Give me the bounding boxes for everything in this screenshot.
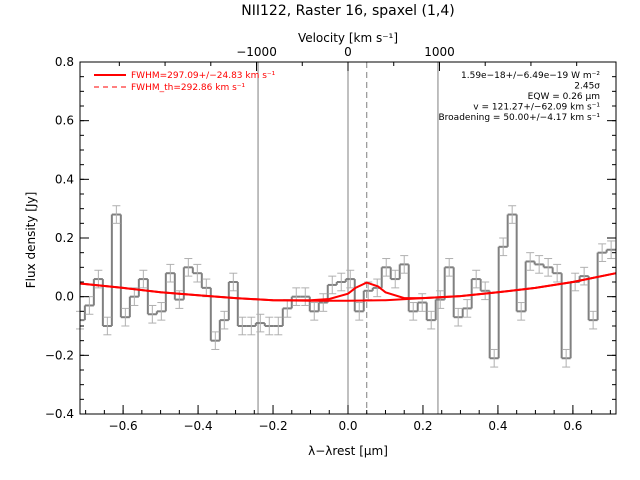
fit-line	[79, 272, 617, 302]
axes-ticks: −0.6 −0.4 −0.2 0.0 0.2 0.4 0.6 −0.4 −0.2 0.0 0.2 0.…	[45, 45, 616, 433]
x-axis-label: λ−λrest [μm]	[308, 444, 388, 458]
fit-annotation: 1.59e−18+/−6.49e−19 W m⁻²	[461, 71, 600, 81]
fit-annotation: EQW = 0.26 μm	[528, 92, 600, 102]
x-tick-label: 0.0	[338, 419, 357, 433]
top-tick-label: 1000	[424, 45, 455, 59]
x-tick-label: 0.2	[413, 419, 432, 433]
top-tick-label: −1000	[236, 45, 277, 59]
reference-lines	[257, 62, 439, 414]
y-tick-label: 0.8	[55, 55, 74, 69]
x-tick-label: −0.6	[109, 419, 138, 433]
legend-label: FWHM_th=292.86 km s⁻¹	[131, 83, 246, 93]
fit-annotation: v = 121.27+/−62.09 km s⁻¹	[473, 103, 600, 113]
x-tick-label: −0.2	[258, 419, 287, 433]
chart-title: NII122, Raster 16, spaxel (1,4)	[241, 3, 454, 19]
data-series	[76, 205, 617, 368]
top-axis-label: Velocity [km s⁻¹]	[298, 31, 398, 45]
x-tick-label: 0.4	[488, 419, 507, 433]
x-tick-label: 0.6	[563, 419, 582, 433]
legend: FWHM=297.09+/−24.83 km s⁻¹ FWHM_th=292.86…	[94, 71, 276, 93]
y-tick-label: 0.2	[55, 231, 74, 245]
y-tick-label: 0.0	[55, 290, 74, 304]
fit-annotation: Broadening = 50.00+/−4.17 km s⁻¹	[439, 113, 601, 123]
top-tick-label: 0	[344, 45, 352, 59]
fit-annotation: 2.45σ	[574, 82, 600, 92]
y-tick-label: 0.6	[55, 114, 74, 128]
x-tick-label: −0.4	[183, 419, 212, 433]
y-tick-label: −0.2	[45, 348, 74, 362]
y-tick-label: −0.4	[45, 407, 74, 421]
legend-label: FWHM=297.09+/−24.83 km s⁻¹	[131, 71, 276, 81]
y-tick-label: 0.4	[55, 172, 74, 186]
y-axis-label: Flux density [Jy]	[24, 192, 38, 289]
